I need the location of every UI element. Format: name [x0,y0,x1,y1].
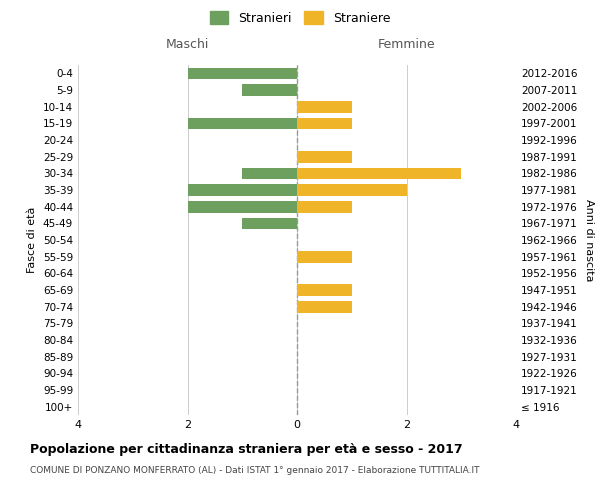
Bar [297,201,352,212]
Bar [297,284,352,296]
Text: Popolazione per cittadinanza straniera per età e sesso - 2017: Popolazione per cittadinanza straniera p… [30,442,463,456]
Legend: Stranieri, Straniere: Stranieri, Straniere [205,6,395,30]
Bar [297,118,352,129]
Bar [188,68,297,79]
Bar [297,101,352,112]
Bar [188,201,297,212]
Y-axis label: Anni di nascita: Anni di nascita [584,198,594,281]
Bar [297,301,352,312]
Bar [297,151,352,162]
Bar [297,168,461,179]
Text: Femmine: Femmine [377,38,436,51]
Bar [188,118,297,129]
Text: COMUNE DI PONZANO MONFERRATO (AL) - Dati ISTAT 1° gennaio 2017 - Elaborazione TU: COMUNE DI PONZANO MONFERRATO (AL) - Dati… [30,466,479,475]
Bar [297,184,407,196]
Bar [242,218,297,229]
Bar [242,168,297,179]
Bar [242,84,297,96]
Bar [297,251,352,262]
Y-axis label: Fasce di età: Fasce di età [28,207,37,273]
Bar [188,184,297,196]
Text: Maschi: Maschi [166,38,209,51]
